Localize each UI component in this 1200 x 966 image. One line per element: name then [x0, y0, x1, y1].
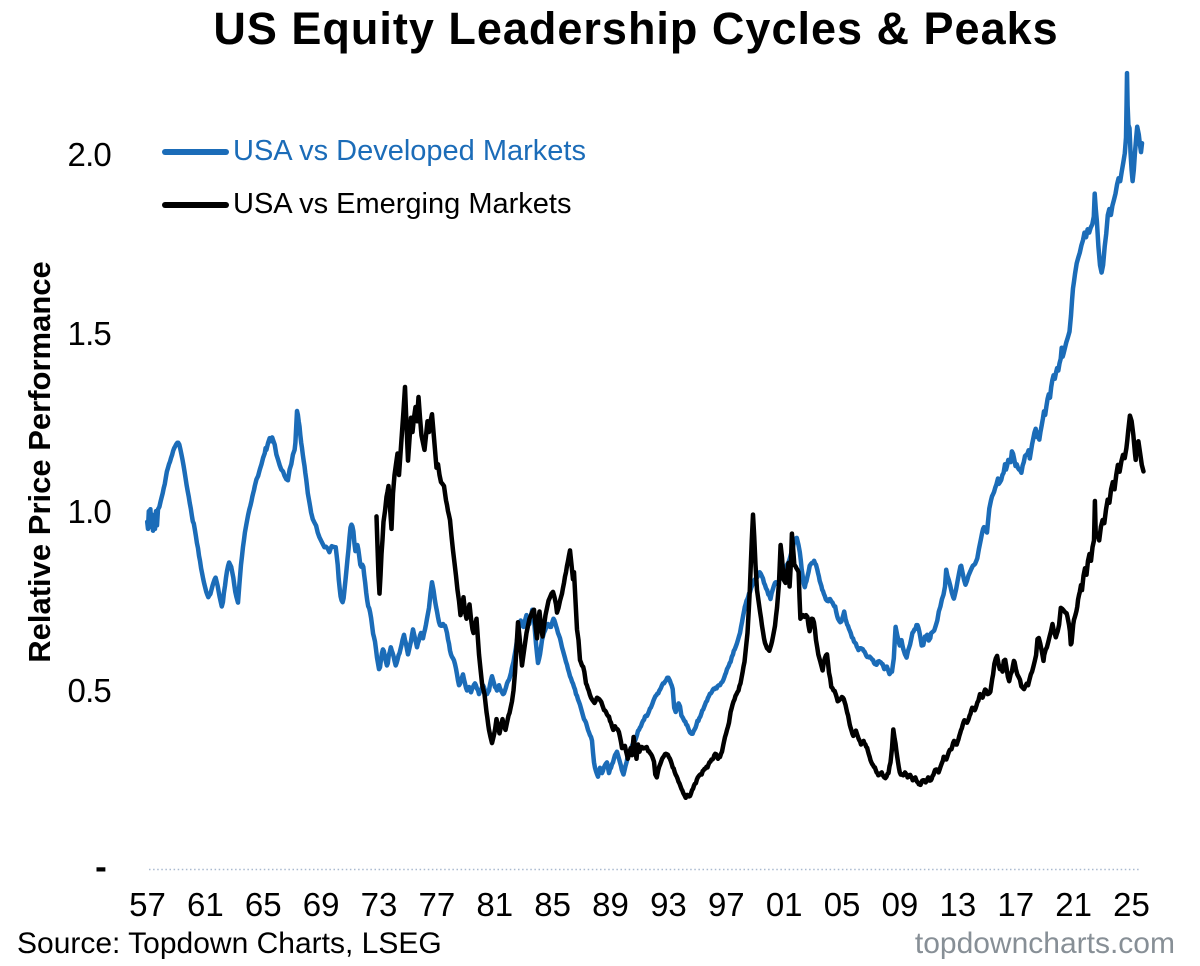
chart-title: US Equity Leadership Cycles & Peaks: [213, 3, 1059, 54]
x-tick-25: 25: [1113, 886, 1150, 923]
y-tick-0.5: 0.5: [67, 672, 112, 710]
x-tick-13: 13: [939, 886, 977, 923]
x-tick-85: 85: [534, 886, 572, 923]
legend-line-emerging: [162, 202, 229, 208]
y-tick--: -: [95, 847, 107, 887]
x-tick-17: 17: [997, 886, 1035, 923]
x-tick-21: 21: [1055, 886, 1092, 923]
x-tick-73: 73: [360, 886, 398, 923]
x-tick-77: 77: [418, 886, 456, 923]
x-tick-69: 69: [302, 886, 340, 923]
x-tick-61: 61: [187, 886, 224, 923]
x-tick-09: 09: [881, 886, 919, 923]
legend-line-developed: [162, 149, 229, 155]
watermark: topdowncharts.com: [914, 927, 1175, 960]
x-tick-93: 93: [650, 886, 687, 923]
series-line-emerging: [374, 384, 1146, 801]
y-tick-2.0: 2.0: [67, 135, 112, 173]
legend-label-emerging: USA vs Emerging Markets: [233, 188, 572, 220]
y-axis-title: Relative Price Performance: [22, 261, 57, 663]
x-tick-81: 81: [476, 886, 514, 923]
x-tick-01: 01: [765, 886, 803, 923]
x-tick-65: 65: [244, 886, 282, 923]
x-tick-57: 57: [129, 886, 166, 923]
legend-label-developed: USA vs Developed Markets: [233, 135, 586, 167]
source-note: Source: Topdown Charts, LSEG: [17, 927, 442, 960]
y-tick-1.0: 1.0: [67, 493, 112, 531]
x-tick-97: 97: [707, 886, 745, 923]
x-tick-05: 05: [823, 886, 861, 923]
y-tick-1.5: 1.5: [67, 314, 112, 352]
x-tick-89: 89: [592, 886, 629, 923]
